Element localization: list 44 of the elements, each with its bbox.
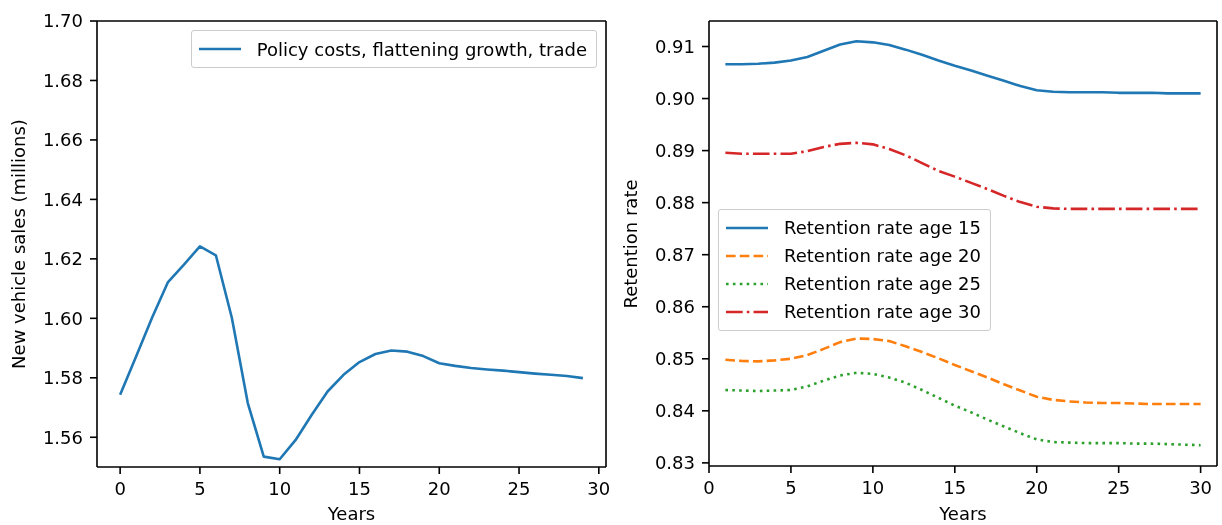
x-tick-label: 15	[943, 476, 967, 498]
x-tick-label: 20	[427, 477, 451, 499]
y-tick-label: 1.64	[42, 188, 83, 210]
x-tick-label: 10	[861, 476, 885, 498]
y-tick-label: 1.70	[42, 10, 83, 32]
y-tick-label: 0.91	[654, 35, 695, 57]
x-tick-label: 0	[703, 476, 715, 498]
legend-label: Retention rate age 15	[784, 217, 981, 238]
x-tick-label: 0	[114, 477, 126, 499]
legend-label: Retention rate age 30	[784, 301, 981, 322]
y-tick-label: 0.89	[654, 139, 695, 161]
y-tick-label: 1.56	[42, 426, 83, 448]
x-tick-label: 10	[268, 477, 292, 499]
y-tick-label: 0.85	[654, 348, 695, 370]
line-series	[724, 337, 1202, 406]
legend-label: Retention rate age 25	[784, 273, 981, 294]
y-tick-label: 1.60	[42, 307, 83, 329]
y-tick-label: 1.62	[42, 248, 83, 270]
legend-label: Retention rate age 20	[784, 245, 981, 266]
legend-label: Policy costs, flattening growth, trade	[256, 38, 587, 60]
x-tick-label: 5	[785, 476, 797, 498]
y-tick-label: 1.58	[42, 367, 83, 389]
x-axis-title: Years	[327, 503, 376, 525]
x-tick-label: 25	[1107, 476, 1131, 498]
y-tick-label: 0.86	[654, 296, 695, 318]
x-tick-label: 20	[1025, 476, 1049, 498]
x-tick-label: 30	[1189, 476, 1213, 498]
y-tick-label: 0.88	[654, 192, 695, 214]
y-axis-title: Retention rate	[620, 178, 642, 309]
y-tick-label: 0.90	[654, 87, 695, 109]
x-tick-label: 30	[587, 477, 611, 499]
x-tick-label: 15	[348, 477, 371, 499]
x-axis-title: Years	[939, 503, 987, 525]
x-tick-label: 25	[507, 477, 531, 499]
line-series	[724, 40, 1202, 95]
y-tick-label: 0.84	[654, 400, 695, 422]
line-series	[724, 371, 1202, 447]
y-axis-title: New vehicle sales (millions)	[8, 119, 30, 369]
y-tick-label: 1.68	[42, 69, 83, 91]
x-tick-label: 5	[194, 477, 206, 499]
y-tick-label: 0.87	[654, 244, 695, 266]
y-tick-label: 0.83	[654, 452, 695, 474]
line-series	[118, 245, 585, 461]
y-tick-label: 1.66	[42, 129, 83, 151]
